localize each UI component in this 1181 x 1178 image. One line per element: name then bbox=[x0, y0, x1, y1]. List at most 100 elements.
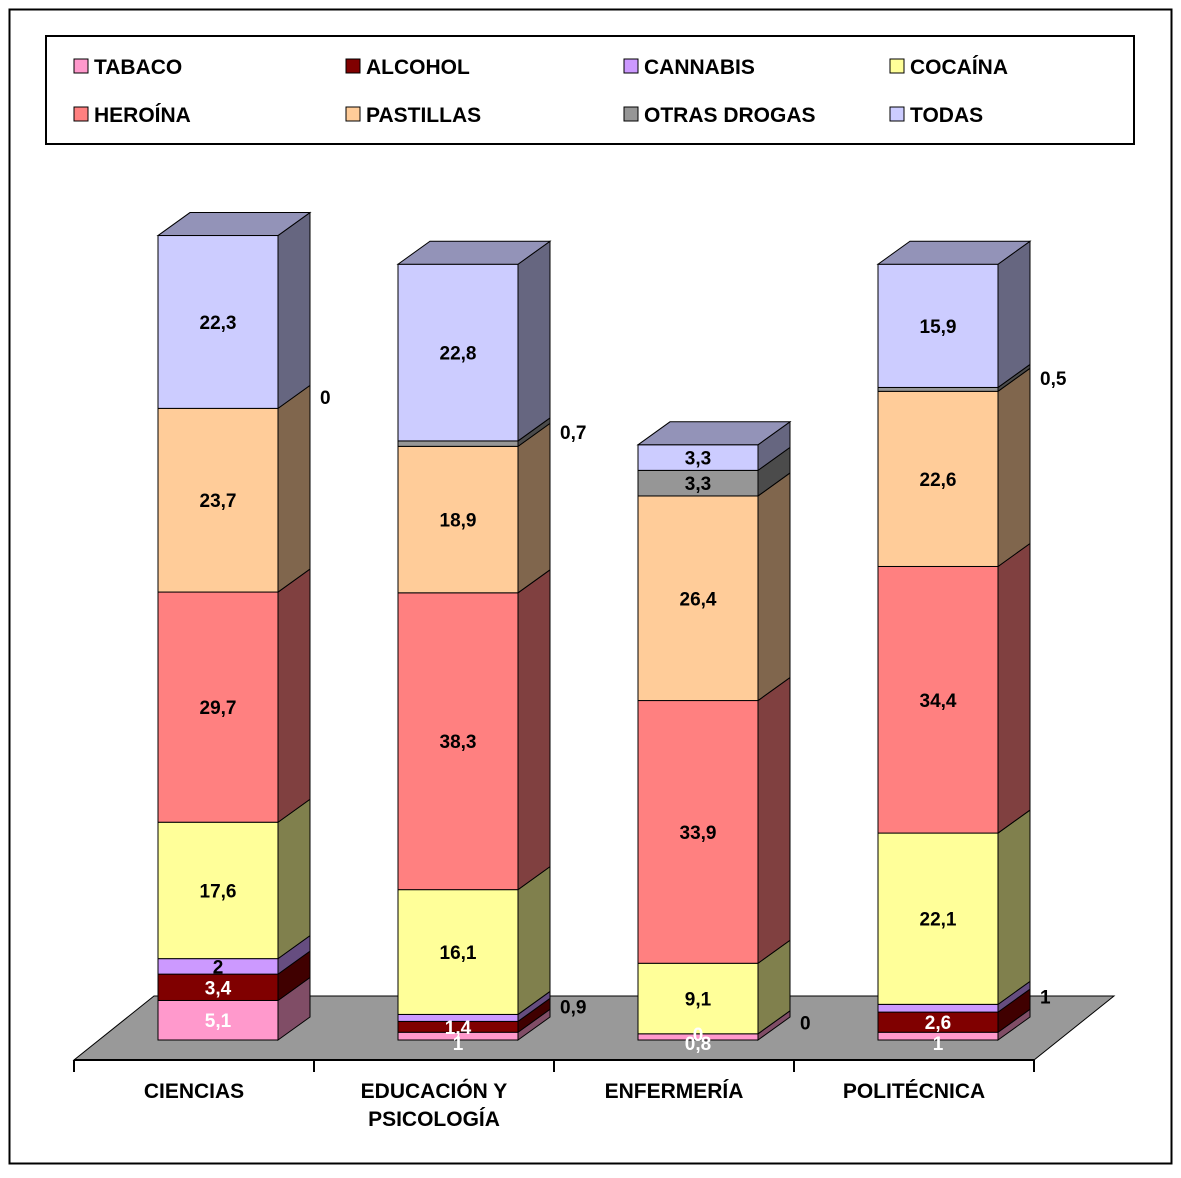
legend: TABACO ALCOHOL CANNABIS COCAÍNA HEROÍNA PASTI… bbox=[45, 35, 1135, 145]
legend-item-cocaina: COCAÍNA bbox=[889, 56, 1008, 79]
bar-segment-politecnica-pastillas-side bbox=[997, 367, 1031, 568]
legend-label: COCAÍNA bbox=[910, 56, 1008, 79]
legend-item-heroina: HEROÍNA bbox=[73, 104, 191, 127]
data-label-politecnica-tabaco: 1 bbox=[933, 1034, 944, 1055]
bar-top-politecnica bbox=[876, 240, 1032, 265]
bar-top-enfermeria bbox=[636, 421, 792, 446]
bar-segment-ciencias-cocaina-side bbox=[277, 798, 311, 960]
data-label-politecnica-heroina: 34,4 bbox=[920, 691, 957, 712]
data-label-educacion-y-psicologia-pastillas: 18,9 bbox=[440, 511, 477, 532]
category-label-politecnica: POLITÉCNICA bbox=[843, 1080, 985, 1103]
legend-swatch bbox=[73, 58, 89, 74]
bar-segment-politecnica-cannabis bbox=[877, 1003, 999, 1013]
data-label-politecnica-alcohol: 2,6 bbox=[925, 1013, 951, 1034]
legend-swatch bbox=[889, 58, 905, 74]
bar-segment-politecnica-pastillas bbox=[877, 390, 999, 567]
data-label-enfermeria-tabaco: 0,8 bbox=[685, 1034, 711, 1055]
bar-segment-politecnica-cocaina-side bbox=[997, 809, 1031, 1006]
data-label-enfermeria-otras-drogas: 3,3 bbox=[685, 474, 711, 495]
legend-item-cannabis: CANNABIS bbox=[623, 56, 755, 79]
data-label-politecnica-todas: 15,9 bbox=[920, 317, 957, 338]
data-label-educacion-y-psicologia-todas: 22,8 bbox=[440, 344, 477, 365]
data-label-ciencias-alcohol: 3,4 bbox=[205, 978, 232, 999]
bar-stack-educacion-y-psicologia: 11,4 0,9 16,1 38,3 18,9 0,7 22,8 bbox=[396, 240, 586, 1055]
bar-top-educacion-y-psicologia bbox=[396, 240, 552, 265]
data-label-politecnica-pastillas: 22,6 bbox=[920, 470, 957, 491]
data-label-enfermeria-todas: 3,3 bbox=[685, 449, 711, 470]
legend-swatch bbox=[623, 58, 639, 74]
legend-label: ALCOHOL bbox=[366, 56, 470, 79]
data-label-enfermeria-alcohol: 0 bbox=[693, 1025, 704, 1046]
data-label-educacion-y-psicologia-cannabis: 0,9 bbox=[560, 997, 586, 1018]
bar-segment-ciencias-pastillas-side bbox=[277, 384, 311, 594]
data-label-educacion-y-psicologia-cocaina: 16,1 bbox=[440, 943, 477, 964]
bar-segment-ciencias-heroina-side bbox=[277, 568, 311, 824]
legend-label: HEROÍNA bbox=[94, 104, 191, 127]
legend-label: CANNABIS bbox=[644, 56, 755, 79]
legend-label: TODAS bbox=[910, 104, 983, 127]
bar-segment-enfermeria-heroina bbox=[637, 700, 759, 964]
data-label-ciencias-otras-drogas: 0 bbox=[320, 388, 331, 409]
bar-segment-educacion-y-psicologia-todas-side bbox=[517, 240, 551, 442]
legend-swatch bbox=[345, 58, 361, 74]
legend-box bbox=[45, 35, 1135, 145]
legend-item-todas: TODAS bbox=[889, 104, 983, 127]
bar-segment-educacion-y-psicologia-otras-drogas bbox=[397, 440, 519, 447]
legend-swatch bbox=[623, 106, 639, 122]
bar-segment-educacion-y-psicologia-pastillas bbox=[397, 445, 519, 594]
data-label-ciencias-cocaina: 17,6 bbox=[200, 881, 237, 902]
category-label-educacion-y-psicologia: EDUCACIÓN Y PSICOLOGÍA bbox=[361, 1079, 508, 1131]
data-label-enfermeria-cannabis: 0 bbox=[800, 1013, 811, 1034]
data-label-politecnica-cannabis: 1 bbox=[1040, 988, 1051, 1009]
legend-item-tabaco: TABACO bbox=[73, 56, 182, 79]
bar-segment-enfermeria-heroina-side bbox=[757, 676, 791, 965]
legend-swatch bbox=[73, 106, 89, 122]
data-label-educacion-y-psicologia-heroina: 38,3 bbox=[440, 732, 477, 753]
bar-segment-politecnica-heroina bbox=[877, 565, 999, 834]
data-label-ciencias-heroina: 29,7 bbox=[200, 698, 237, 719]
data-label-politecnica-otras-drogas: 0,5 bbox=[1040, 369, 1067, 390]
bar-segment-ciencias-alcohol bbox=[157, 973, 279, 1001]
legend-label: OTRAS DROGAS bbox=[644, 104, 816, 127]
category-label-ciencias: CIENCIAS bbox=[144, 1080, 244, 1103]
legend-label: TABACO bbox=[94, 56, 182, 79]
bar-segment-ciencias-todas-side bbox=[277, 211, 311, 410]
legend-item-pastillas: PASTILLAS bbox=[345, 104, 481, 127]
data-label-educacion-y-psicologia-otras-drogas: 0,7 bbox=[560, 423, 586, 444]
data-label-educacion-y-psicologia-alcohol: 1,4 bbox=[445, 1018, 472, 1039]
bar-stack-ciencias: 5,1 3,42 17,6 29,7 23,7 0 22,3 bbox=[156, 211, 331, 1041]
bar-segment-educacion-y-psicologia-heroina-side bbox=[517, 568, 551, 891]
bar-top-ciencias bbox=[156, 212, 312, 237]
bar-segment-educacion-y-psicologia-cocaina bbox=[397, 889, 519, 1015]
data-label-ciencias-pastillas: 23,7 bbox=[200, 491, 237, 512]
legend-swatch bbox=[345, 106, 361, 122]
bar-segment-enfermeria-pastillas bbox=[637, 495, 759, 702]
bar-segment-ciencias-pastillas bbox=[157, 407, 279, 593]
bar-segment-educacion-y-psicologia-pastillas-side bbox=[517, 422, 551, 594]
bar-segment-educacion-y-psicologia-cocaina-side bbox=[517, 865, 551, 1016]
data-label-enfermeria-cocaina: 9,1 bbox=[685, 990, 712, 1011]
bar-segment-politecnica-cocaina bbox=[877, 832, 999, 1005]
data-label-ciencias-todas: 22,3 bbox=[200, 313, 237, 334]
bar-segment-ciencias-todas bbox=[157, 235, 279, 409]
data-label-educacion-y-psicologia-tabaco: 1 bbox=[453, 1034, 464, 1055]
bar-segment-enfermeria-pastillas-side bbox=[757, 471, 791, 702]
data-label-ciencias-tabaco: 5,1 bbox=[205, 1011, 232, 1032]
data-label-ciencias-cannabis: 2 bbox=[213, 957, 224, 978]
bar-segment-ciencias-heroina bbox=[157, 591, 279, 823]
bar-segment-politecnica-todas-side bbox=[997, 240, 1031, 389]
legend-label: PASTILLAS bbox=[366, 104, 481, 127]
legend-item-otras-drogas: OTRAS DROGAS bbox=[623, 104, 816, 127]
legend-item-alcohol: ALCOHOL bbox=[345, 56, 470, 79]
bar-segment-ciencias-cocaina bbox=[157, 821, 279, 960]
data-label-politecnica-cocaina: 22,1 bbox=[920, 910, 957, 931]
bar-segment-politecnica-heroina-side bbox=[997, 542, 1031, 835]
bar-segment-enfermeria-otras-drogas bbox=[637, 469, 759, 497]
bar-segment-educacion-y-psicologia-todas bbox=[397, 263, 519, 442]
bar-segment-politecnica-otras-drogas bbox=[877, 386, 999, 392]
legend-swatch bbox=[889, 106, 905, 122]
